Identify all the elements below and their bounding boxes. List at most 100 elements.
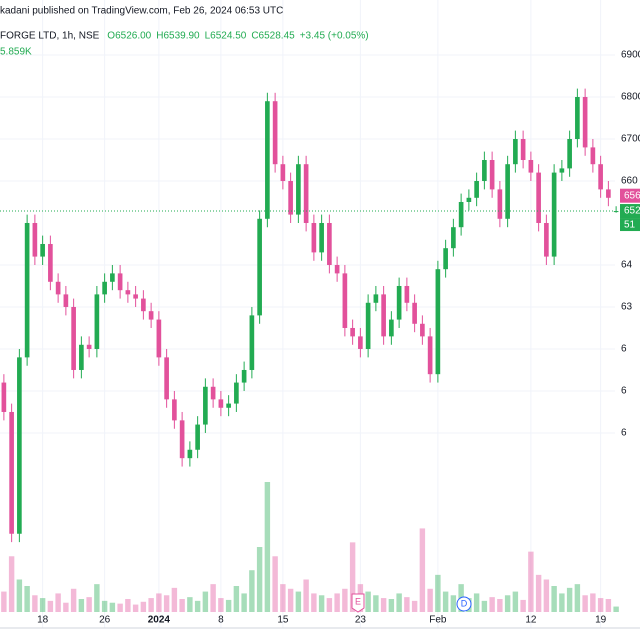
volume-bar [489, 597, 495, 612]
candle-body [482, 160, 487, 181]
ohlc-legend: H6539.90 [156, 31, 200, 42]
volume-bar [481, 600, 488, 612]
volume-bar [566, 587, 573, 612]
volume-bar [148, 598, 154, 612]
candle-body [195, 424, 200, 450]
price-label: 652 [624, 206, 640, 217]
event-label: E [355, 596, 361, 606]
candle-body [32, 222, 38, 257]
volume-bar [590, 593, 596, 612]
candle-body [327, 222, 332, 265]
volume-bar [32, 595, 38, 612]
candle-body [24, 222, 30, 358]
candle-body [125, 290, 131, 295]
y-tick-label: 6 [621, 428, 627, 439]
volume-bar [8, 556, 15, 612]
volume-bar [24, 586, 30, 612]
candle-body [381, 294, 386, 337]
x-tick-label: 18 [37, 615, 49, 626]
candle-body [280, 164, 286, 181]
y-tick-label: 64 [621, 260, 633, 271]
volume-bar [535, 574, 542, 612]
volume-bar [109, 602, 116, 612]
volume-bar [597, 598, 604, 612]
volume-bar [94, 584, 100, 612]
y-tick-label: 660 [621, 176, 638, 187]
volume-bar [187, 597, 193, 612]
y-tick-label: 6 [621, 386, 627, 397]
candle-body [412, 302, 417, 324]
volume-bar [605, 599, 612, 612]
volume-bar [117, 603, 123, 612]
volume-bar [411, 600, 418, 612]
y-tick-label: 6900.0 [621, 50, 640, 61]
candle-body [179, 420, 185, 459]
candle-body [598, 164, 603, 190]
volume-bar [179, 599, 185, 612]
volume-bar [528, 551, 534, 612]
volume-bar [318, 595, 325, 612]
candle-body [94, 294, 100, 349]
candle-body [226, 403, 231, 408]
volume-bar [218, 598, 224, 612]
volume-bar [125, 599, 131, 612]
volume-bar [334, 593, 340, 612]
event-label: D [461, 598, 468, 608]
price-label-box [620, 204, 640, 219]
volume-bar [287, 588, 294, 612]
candle-body [272, 101, 278, 165]
volume-bar [171, 587, 178, 612]
candle-body [203, 386, 208, 425]
volume-bar [55, 593, 61, 612]
candle-body [567, 139, 572, 169]
candle-body [86, 344, 92, 349]
candle-body [420, 323, 425, 337]
volume-bar [427, 588, 433, 612]
candle-body [427, 336, 433, 375]
volume-bar [156, 593, 162, 612]
candle-body [303, 164, 309, 223]
candle-body [164, 357, 169, 400]
volume-bar [559, 593, 565, 612]
ohlc-legend: C6528.45 [251, 31, 295, 42]
y-tick-label: 6800 [621, 92, 640, 103]
candle-body [55, 281, 61, 295]
candle-body [187, 449, 193, 459]
volume-bar [543, 579, 550, 612]
volume-bar [435, 574, 441, 612]
candle-body [466, 197, 472, 202]
symbol: FORGE LTD, 1h, NSE [0, 31, 100, 42]
candle-body [575, 97, 580, 140]
volume-bar [47, 600, 54, 612]
volume-bar [70, 588, 77, 612]
volume-bar [1, 591, 7, 612]
x-tick-label: 12 [525, 615, 537, 626]
x-tick-label: 26 [99, 615, 111, 626]
volume-bar [264, 482, 271, 612]
volume-bar [365, 591, 371, 612]
candle-body [249, 315, 255, 370]
volume-bar [78, 599, 85, 612]
candle-body [9, 411, 14, 534]
candle-body [505, 164, 510, 219]
volume-bar [132, 604, 139, 612]
candle-body [172, 399, 177, 421]
candles [1, 88, 619, 543]
candle-body [110, 273, 115, 282]
volume-bar [582, 595, 588, 612]
candle-body [365, 302, 371, 349]
volume-bar [140, 601, 147, 612]
grid [0, 0, 615, 628]
volume-bar [101, 600, 108, 612]
volume-bar [504, 595, 511, 612]
candle-body [117, 273, 123, 291]
candle-body [582, 97, 588, 148]
ohlc-legend: L6524.50 [205, 31, 247, 42]
candle-body [520, 139, 526, 160]
candle-body [334, 264, 340, 274]
volume-bar [16, 579, 23, 612]
price-label: 656 [624, 190, 640, 201]
volume-bar [311, 593, 317, 612]
